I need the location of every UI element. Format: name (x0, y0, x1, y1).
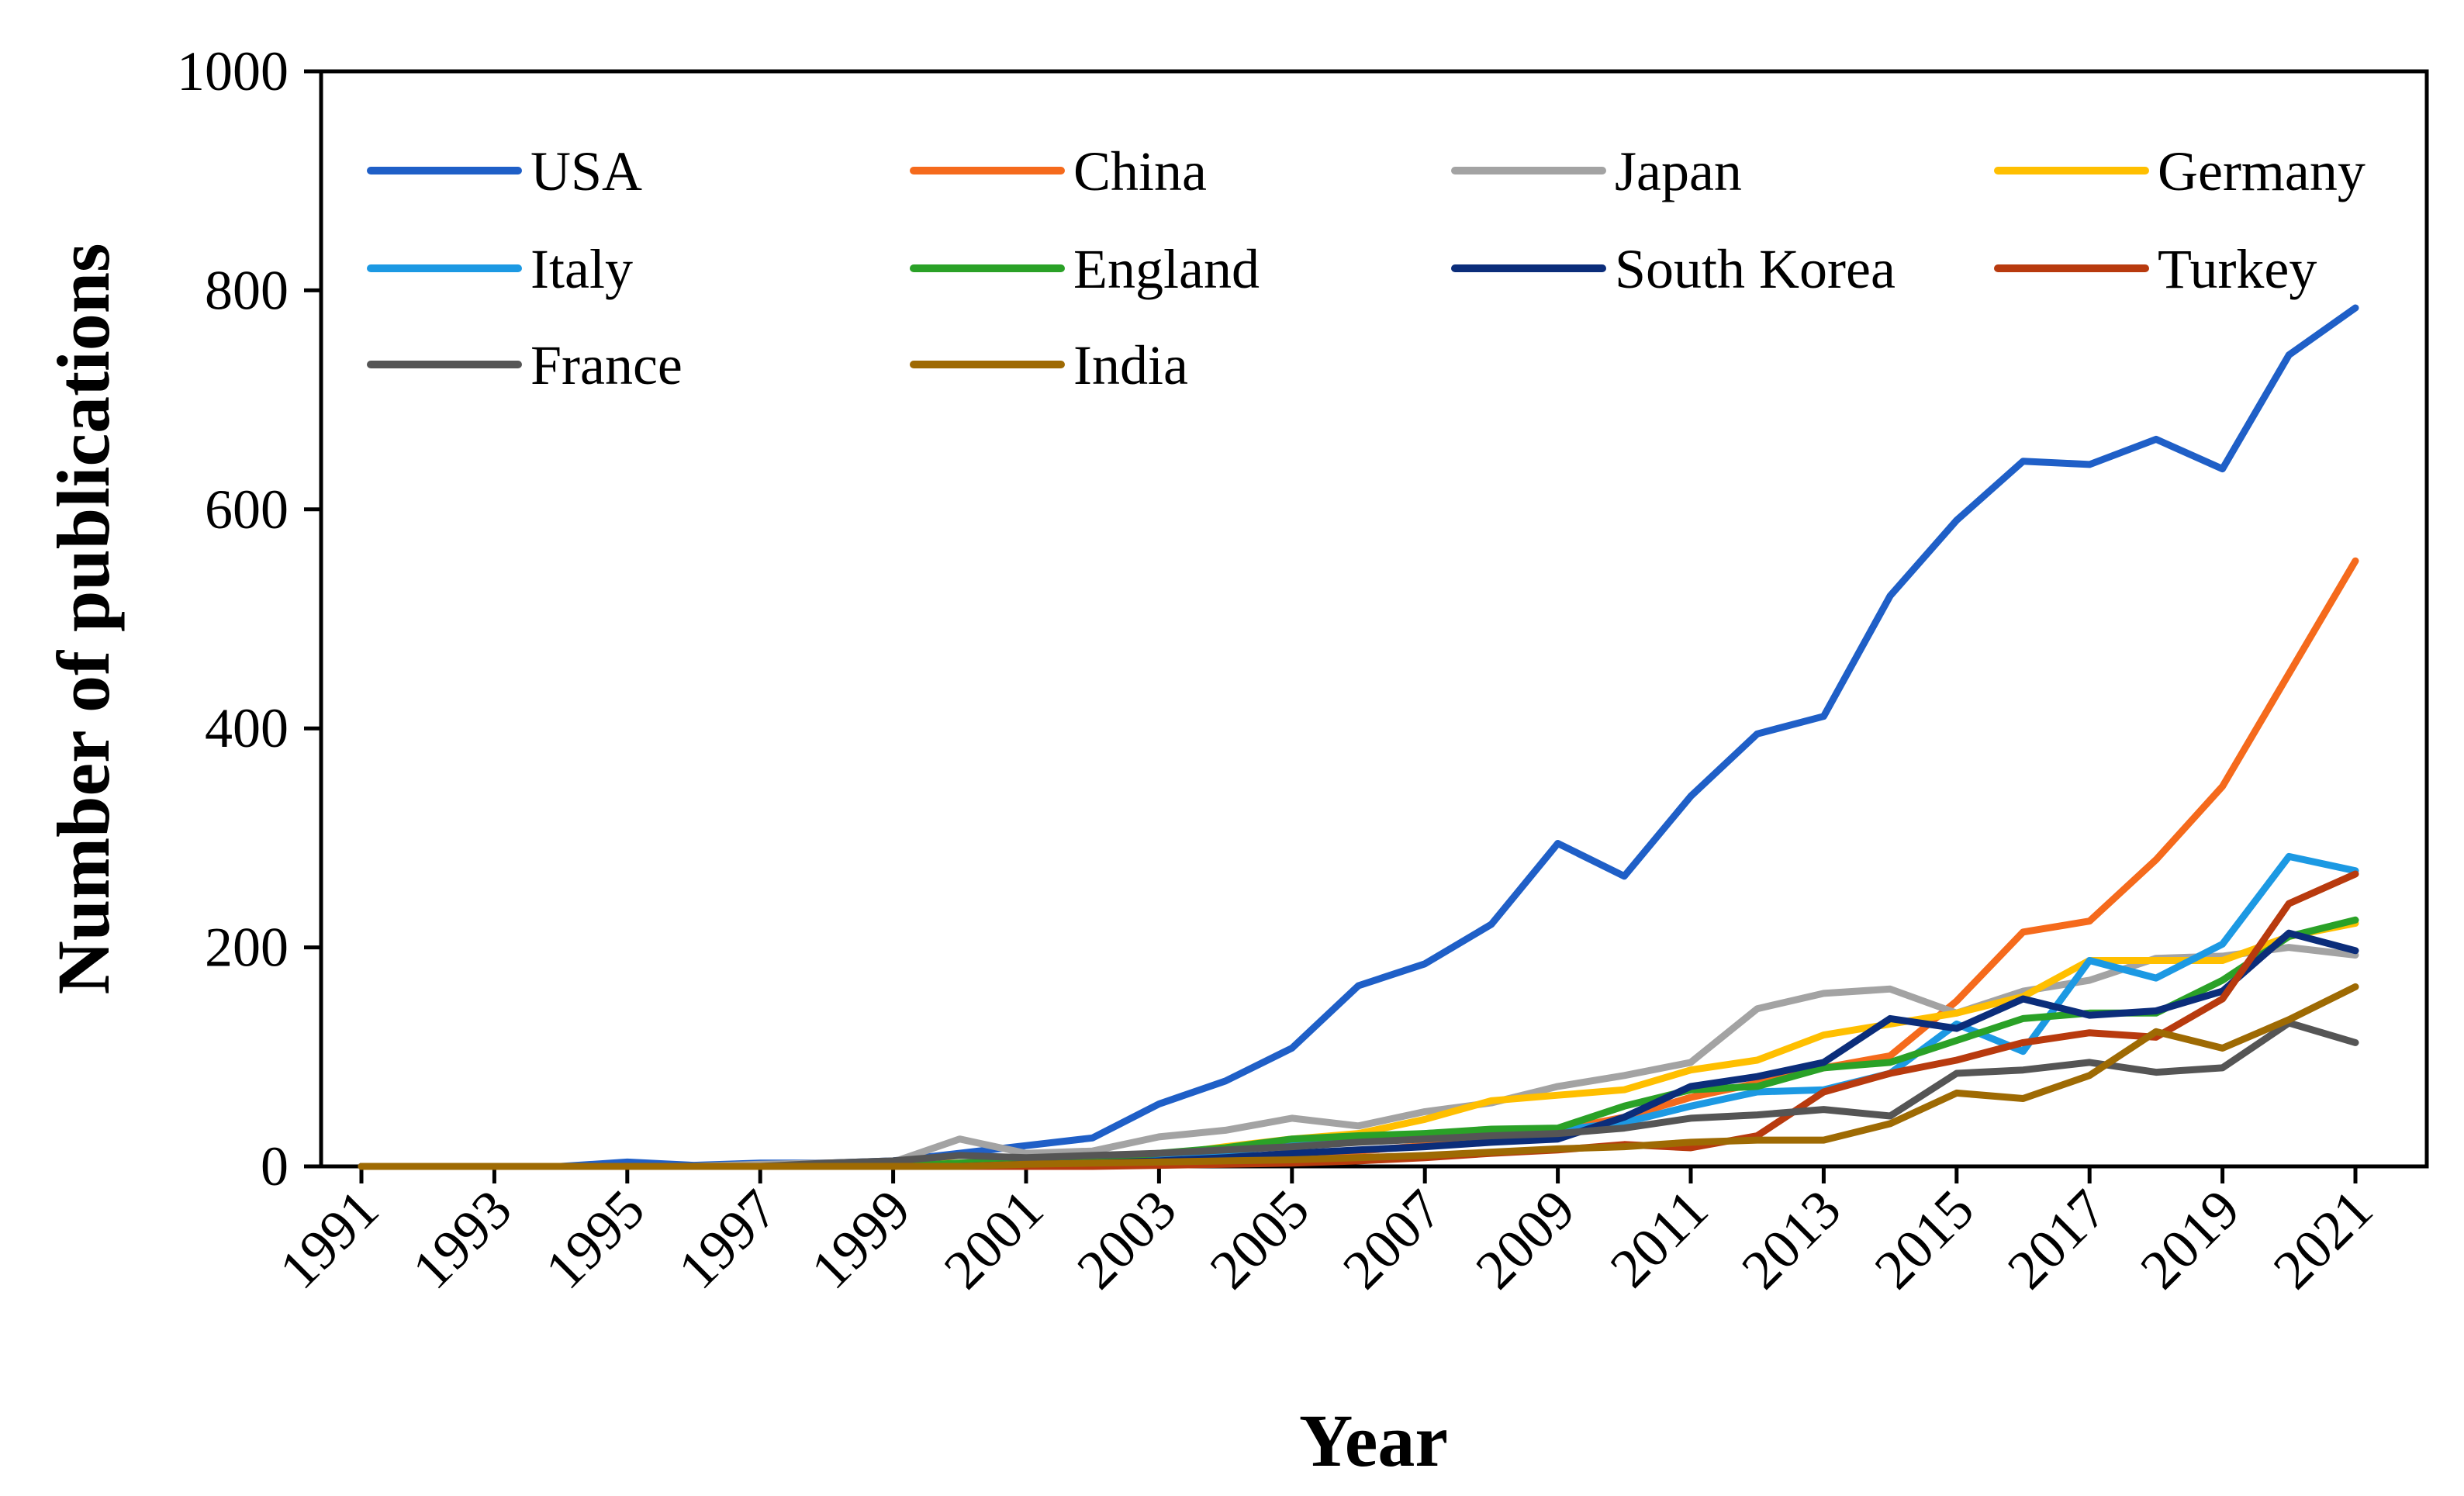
legend-label-germany: Germany (2158, 140, 2366, 202)
x-tick-label: 2013 (1730, 1178, 1852, 1301)
series-line-france (358, 1019, 2359, 1170)
x-tick-label: 1993 (400, 1178, 523, 1301)
legend-label-england: England (1073, 238, 1260, 300)
legend-label-italy: Italy (530, 238, 633, 300)
plot-frame (319, 69, 2429, 1169)
y-axis: 0 200 400 600 800 1000 (177, 40, 321, 1197)
x-tick-label: 2003 (1065, 1178, 1187, 1301)
x-axis: 1991 1993 1995 1997 1999 2001 2003 2005 2007 2009… (268, 1166, 2384, 1301)
legend-label-south-korea: South Korea (1615, 238, 1896, 300)
x-tick-label: 2017 (1996, 1178, 2118, 1301)
series-line-england (358, 916, 2359, 1170)
y-tick-label: 0 (261, 1135, 289, 1197)
x-tick-label: 1995 (534, 1178, 656, 1301)
legend-label-turkey: Turkey (2158, 238, 2317, 300)
y-tick-label: 400 (205, 697, 289, 759)
x-tick-label: 2005 (1198, 1178, 1321, 1301)
y-tick-label: 1000 (177, 40, 289, 102)
x-tick-label: 2021 (2262, 1178, 2384, 1301)
legend-label-india: India (1073, 334, 1188, 396)
x-axis-title: Year (1299, 1399, 1448, 1482)
plot-area (319, 69, 2429, 1169)
series-line-italy (358, 852, 2359, 1170)
x-tick-label: 2009 (1464, 1178, 1587, 1301)
x-tick-label: 1999 (800, 1178, 922, 1301)
series-line-india (358, 983, 2359, 1170)
y-tick-label: 600 (205, 479, 289, 541)
series-lines (358, 304, 2359, 1170)
series-line-china (358, 557, 2359, 1170)
legend-label-china: China (1073, 140, 1207, 202)
x-tick-label: 2007 (1331, 1178, 1453, 1301)
series-line-germany (358, 920, 2359, 1170)
x-tick-label: 2015 (1863, 1178, 1985, 1301)
legend-label-usa: USA (530, 140, 642, 202)
y-tick-label: 800 (205, 259, 289, 321)
y-axis-title: Number of publications (42, 243, 125, 994)
legend: USA China Japan Germany Italy England South Ko… (367, 140, 2366, 396)
x-tick-label: 2001 (932, 1178, 1055, 1301)
x-tick-label: 2011 (1598, 1178, 1720, 1300)
legend-label-japan: Japan (1615, 140, 1742, 202)
y-tick-label: 200 (205, 917, 289, 979)
legend-label-france: France (530, 334, 683, 396)
x-tick-label: 1997 (666, 1178, 789, 1301)
x-tick-label: 2019 (2129, 1178, 2251, 1301)
